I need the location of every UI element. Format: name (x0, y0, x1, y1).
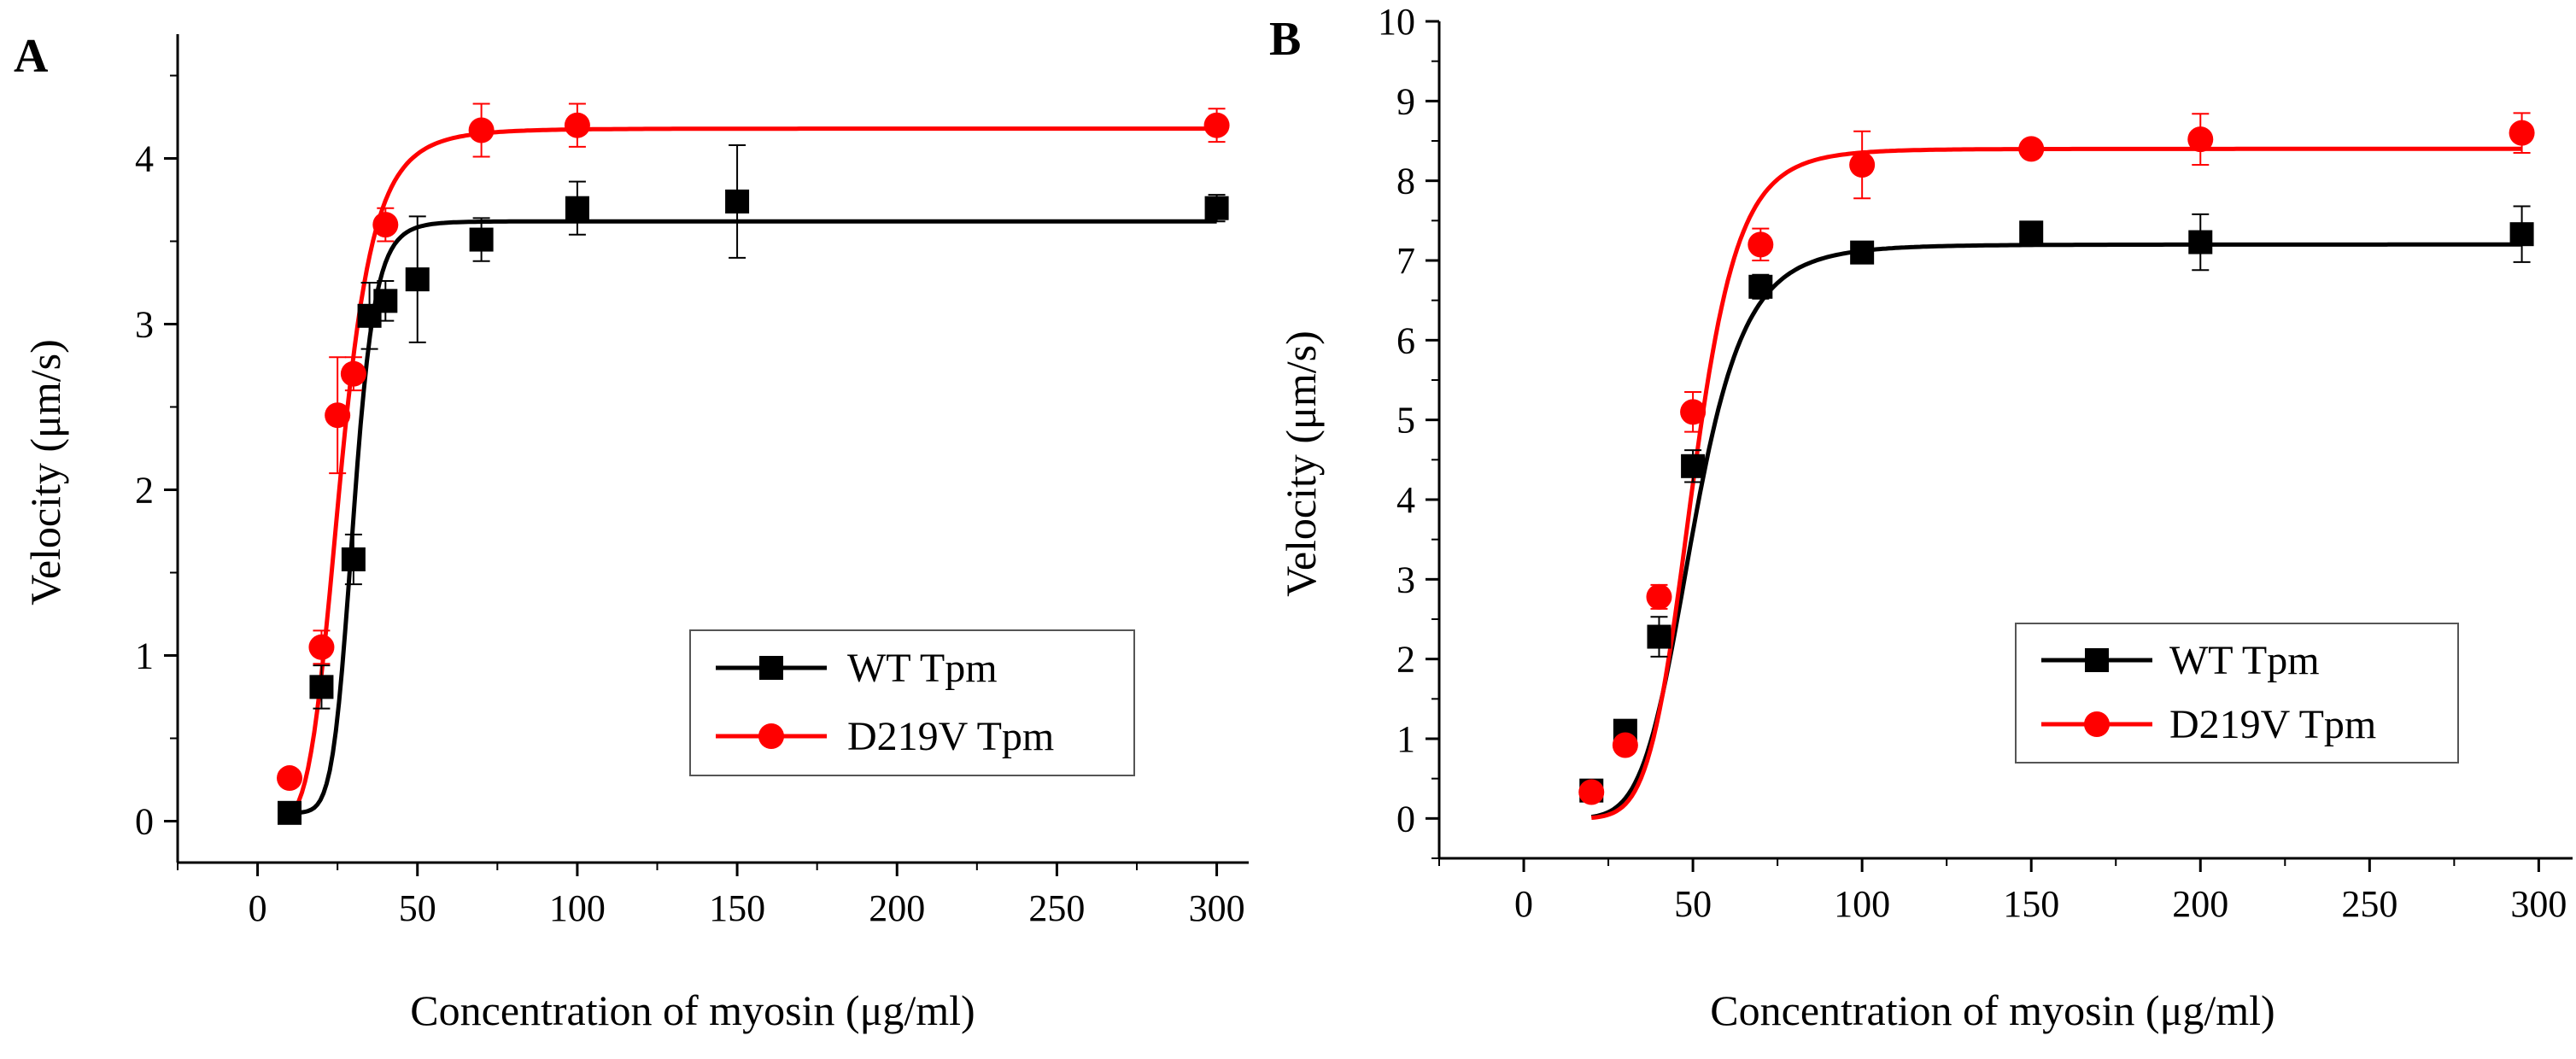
legend-label-wt-b: WT Tpm (2169, 638, 2320, 683)
data-point-square-b (2188, 230, 2213, 255)
y-tick-label-b: 9 (1396, 80, 1415, 122)
data-point-square-b (1850, 240, 1875, 265)
x-tick-label-b: 100 (1834, 883, 1890, 925)
y-tick-label-b: 4 (1396, 479, 1415, 521)
y-tick-label-b: 0 (1396, 798, 1415, 840)
data-point-circle-b (1612, 732, 1638, 758)
y-tick-label-a: 2 (135, 470, 154, 512)
data-point-square-a (309, 675, 334, 699)
data-point-square-b (1681, 453, 1706, 478)
y-tick-label-b: 7 (1396, 240, 1415, 282)
x-tick-label-a: 150 (709, 887, 765, 929)
data-point-circle-b (2187, 126, 2214, 153)
data-point-circle-b (1849, 152, 1876, 178)
y-tick-label-b: 5 (1396, 400, 1415, 442)
x-tick-label-a: 0 (249, 887, 267, 929)
data-point-circle-a (468, 117, 495, 143)
fit-curve-b-0 (1590, 242, 2522, 820)
panel-letter-b: B (1269, 13, 1301, 66)
data-point-circle-a (325, 402, 351, 429)
panel-letter-a: A (14, 30, 49, 83)
x-tick-label-b: 250 (2341, 883, 2397, 925)
x-tick-label-b: 150 (2003, 883, 2059, 925)
data-point-circle-b (1578, 779, 1605, 805)
x-tick-label-a: 200 (869, 887, 925, 929)
x-tick-label-b: 0 (1514, 883, 1533, 925)
data-point-circle-a (277, 765, 303, 792)
data-point-square-a (565, 196, 589, 220)
y-axis-title-a: Velocity (μm/s) (21, 339, 69, 605)
y-tick-label-b: 10 (1378, 1, 1415, 43)
x-axis-title-b: Concentration of myosin (μg/ml) (1710, 986, 2274, 1034)
x-tick-label-b: 300 (2510, 883, 2567, 925)
data-point-circle-b (2018, 136, 2045, 162)
data-point-square-b (1647, 624, 1671, 649)
data-point-square-a (341, 547, 366, 571)
x-axis-title-a: Concentration of myosin (μg/ml) (410, 986, 975, 1034)
plot-area-a: 0 50 100 150 200 250 300 0 1 2 3 4 (135, 34, 1249, 929)
fit-curve-b-1 (1591, 146, 2522, 820)
data-point-circle-a (1203, 112, 1230, 138)
x-tick-label-b: 50 (1674, 883, 1712, 925)
x-tick-label-a: 100 (549, 887, 606, 929)
data-point-circle-b (1748, 231, 1774, 258)
data-point-circle-a (308, 634, 335, 660)
legend-marker-d219v-b (2084, 711, 2110, 737)
fit-curve-a-1 (288, 126, 1217, 817)
legend-marker-wt-a (759, 656, 783, 680)
y-tick-label-b: 2 (1396, 639, 1415, 681)
fit-curve-a-0 (289, 219, 1217, 816)
data-point-circle-a (340, 360, 366, 387)
data-point-square-b (1748, 274, 1773, 299)
y-axis-title-b: Velocity (μm/s) (1277, 331, 1325, 596)
y-tick-label-b: 8 (1396, 161, 1415, 202)
data-point-square-a (278, 800, 302, 825)
data-point-circle-a (372, 212, 399, 238)
y-tick-label-b: 6 (1396, 319, 1415, 361)
y-tick-label-b: 1 (1396, 718, 1415, 760)
data-point-circle-b (1680, 399, 1707, 425)
legend-marker-d219v-a (758, 723, 784, 749)
x-tick-label-b: 200 (2172, 883, 2228, 925)
legend-marker-wt-b (2085, 648, 2109, 672)
legend-label-d219v-b: D219V Tpm (2169, 702, 2376, 747)
y-tick-label-a: 1 (135, 635, 154, 677)
data-point-square-a (405, 267, 430, 292)
legend-b: WT Tpm D219V Tpm (2015, 623, 2459, 764)
data-point-square-a (469, 227, 494, 252)
data-point-square-a (373, 289, 398, 313)
y-tick-label-a: 3 (135, 304, 154, 346)
data-point-square-a (725, 189, 750, 214)
data-point-square-b (2509, 222, 2534, 247)
legend-label-d219v-a: D219V Tpm (847, 714, 1054, 759)
legend-box-b (2015, 623, 2459, 764)
legend-a: WT Tpm D219V Tpm (689, 629, 1135, 776)
data-point-circle-b (1646, 583, 1672, 610)
x-tick-label-a: 50 (399, 887, 436, 929)
y-tick-label-a: 4 (135, 138, 154, 180)
x-tick-label-a: 300 (1189, 887, 1245, 929)
panel-b: B 0 50 100 150 200 250 300 0 1 2 3 4 5 6 7 8 9 10 Concent… (1269, 1, 2573, 1034)
panel-a: A 0 50 100 150 200 250 300 0 1 2 3 4 Concentration … (14, 30, 1249, 1034)
legend-label-wt-a: WT Tpm (847, 646, 998, 691)
plot-area-b: 0 50 100 150 200 250 300 0 1 2 3 4 5 6 7 8 9 10 (1378, 1, 2573, 925)
y-tick-label-b: 3 (1396, 559, 1415, 600)
data-point-circle-b (2509, 120, 2535, 146)
x-tick-label-a: 250 (1028, 887, 1085, 929)
data-point-circle-a (564, 112, 590, 138)
legend-box-a (689, 629, 1135, 776)
y-tick-label-a: 0 (135, 801, 154, 843)
data-point-square-b (2019, 220, 2044, 245)
data-point-square-a (1204, 196, 1229, 220)
